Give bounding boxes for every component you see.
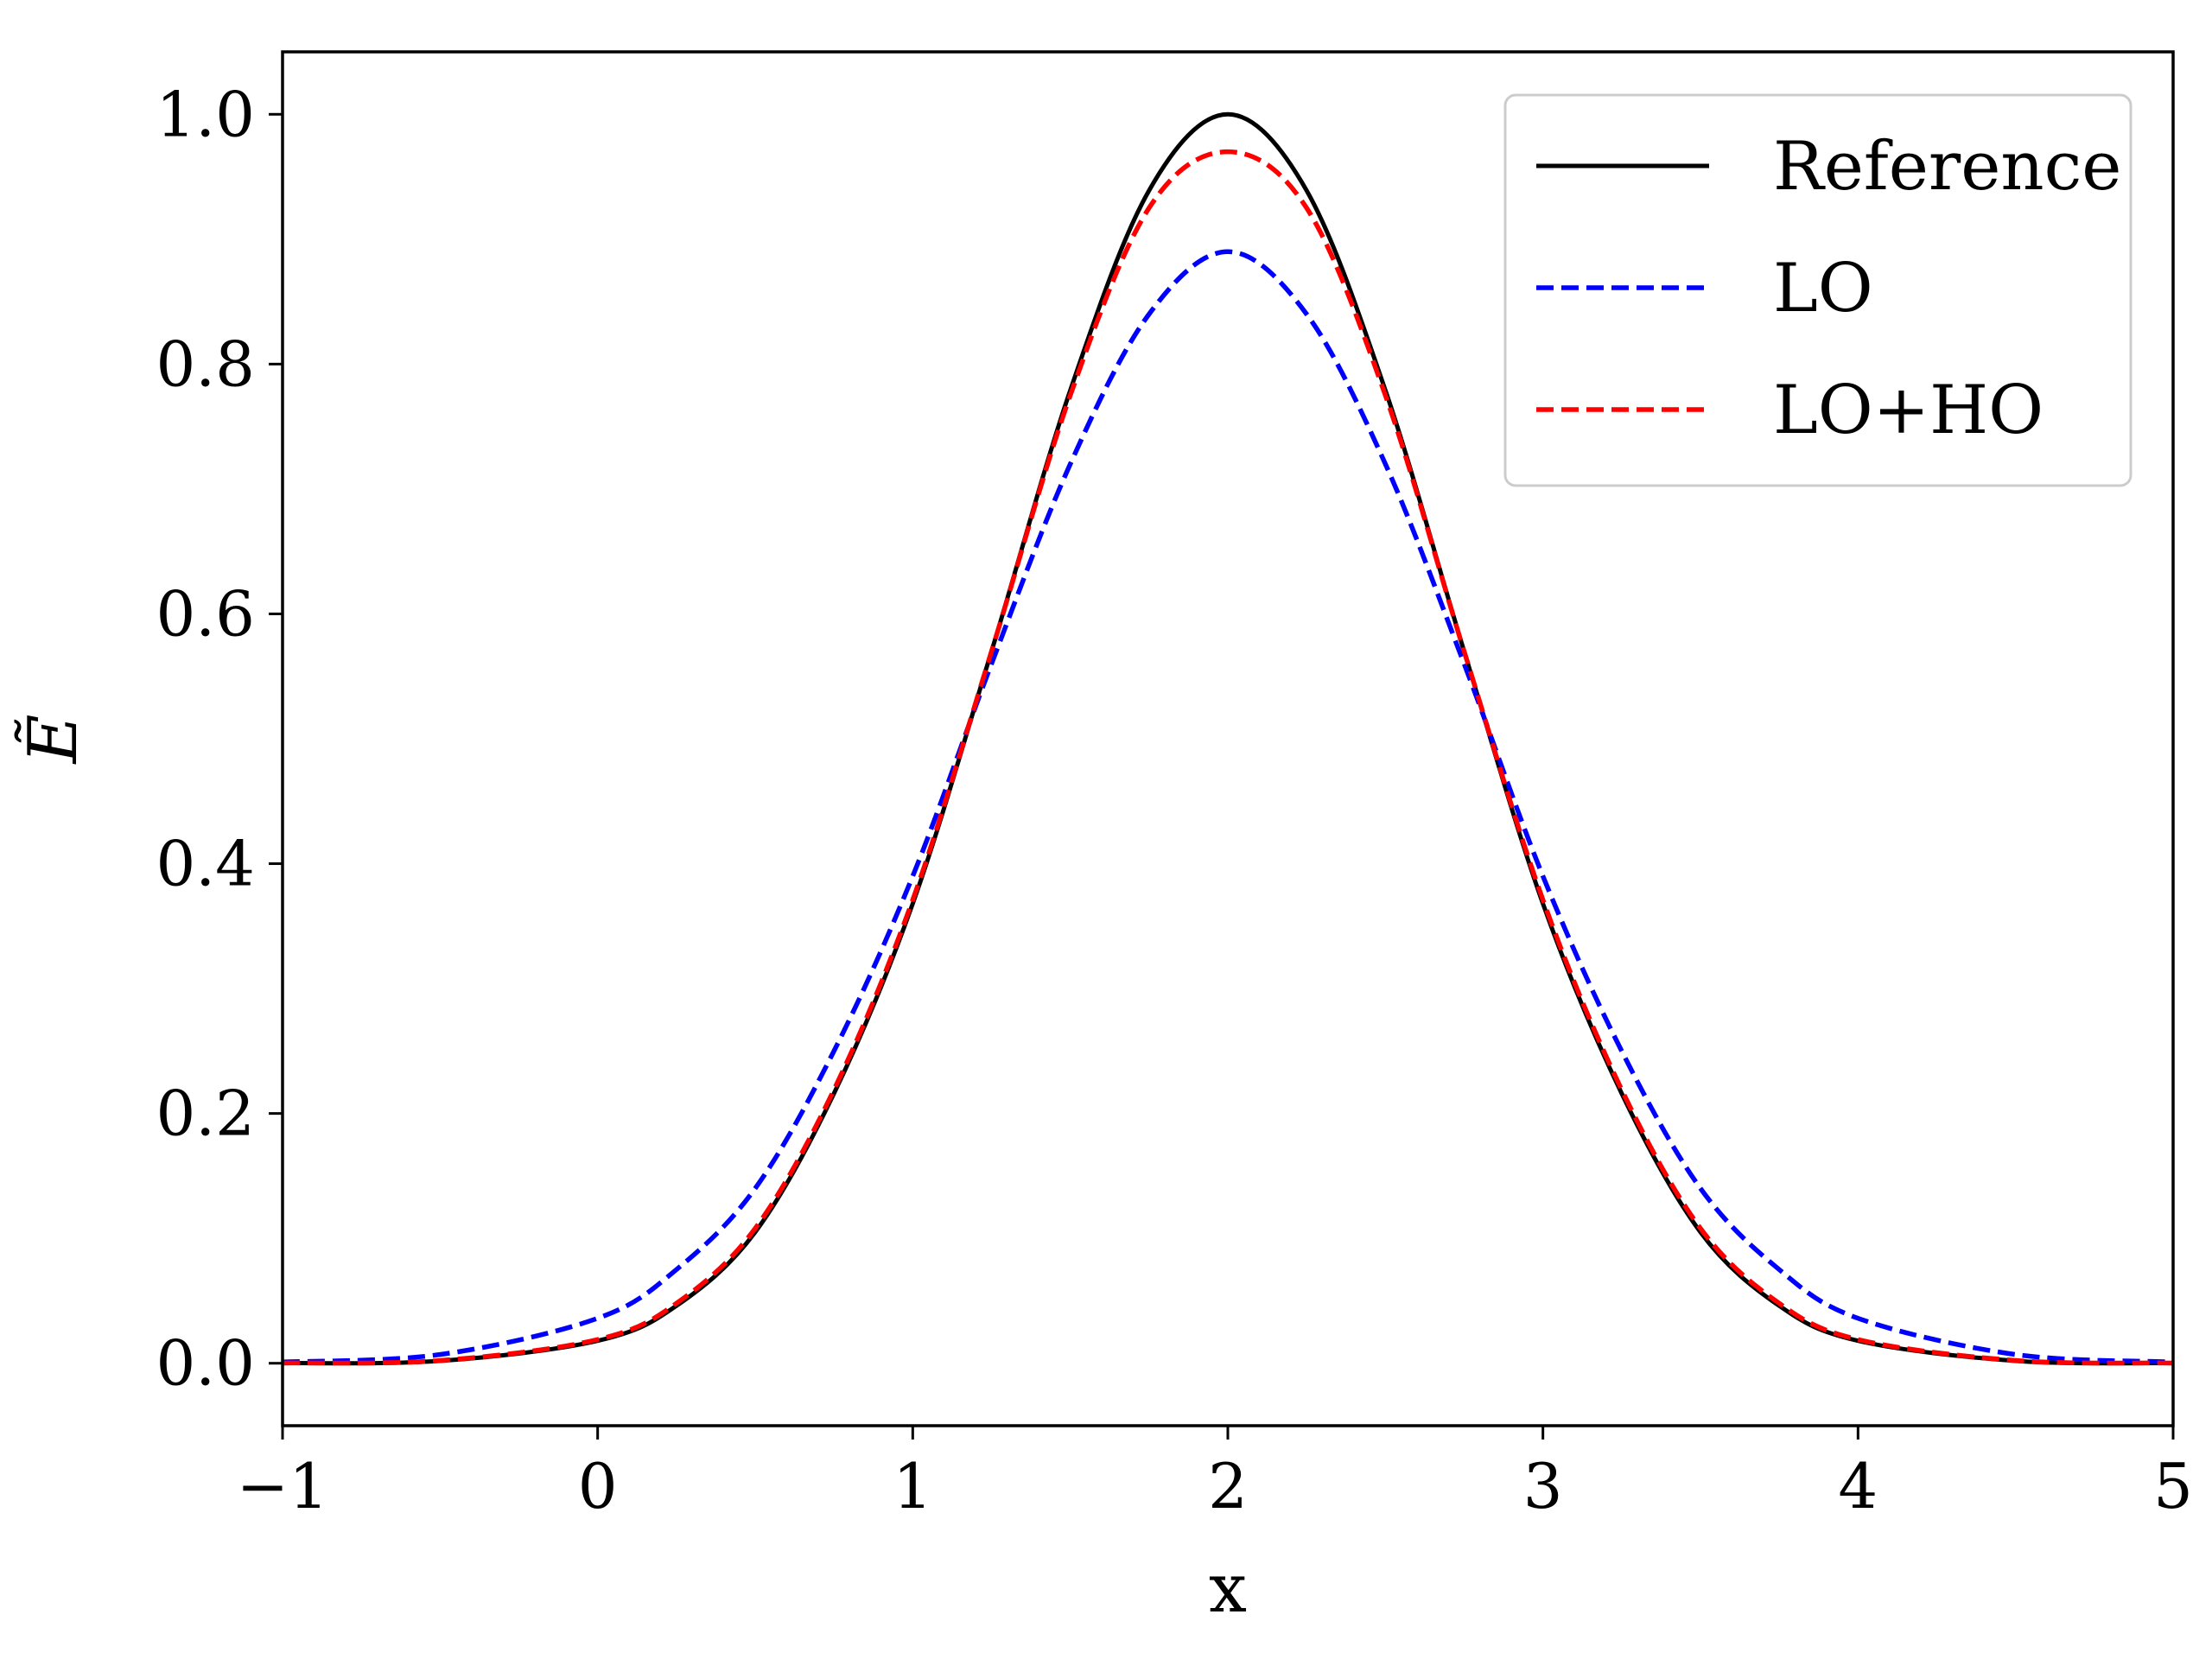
y-tick-label: 0.2	[156, 1077, 255, 1150]
x-tick-label: 0	[578, 1450, 618, 1522]
x-tick-label: 3	[1523, 1450, 1563, 1522]
series-line-lo-ho	[282, 149, 2174, 1366]
y-axis: 0.0 0.2 0.4 0.6 0.8 1.0	[156, 78, 283, 1400]
series-layer	[282, 111, 2174, 1366]
legend: Reference LO LO+HO	[1503, 93, 2133, 487]
y-axis-title: Ẽ	[13, 715, 92, 766]
x-axis-title: x	[1209, 1550, 1247, 1628]
x-tick-label: −1	[237, 1450, 328, 1522]
x-axis: −1 0 1 2 3 4 5	[237, 1426, 2193, 1522]
x-tick-label: 2	[1208, 1450, 1248, 1522]
y-tick-label: 1.0	[156, 78, 255, 150]
series-line-lo	[282, 249, 2174, 1365]
x-tick-label: 4	[1838, 1450, 1878, 1522]
legend-label: Reference	[1773, 128, 2121, 206]
y-tick-label: 0.0	[156, 1327, 255, 1400]
x-tick-label: 5	[2153, 1450, 2193, 1522]
legend-label: LO	[1773, 250, 1873, 327]
y-tick-label: 0.8	[156, 327, 255, 400]
y-tick-label: 0.4	[156, 828, 255, 900]
y-tick-label: 0.6	[156, 577, 255, 650]
legend-box	[1503, 93, 2133, 487]
x-tick-label: 1	[893, 1450, 932, 1522]
legend-label: LO+HO	[1773, 372, 2044, 449]
series-line-reference	[282, 111, 2174, 1366]
